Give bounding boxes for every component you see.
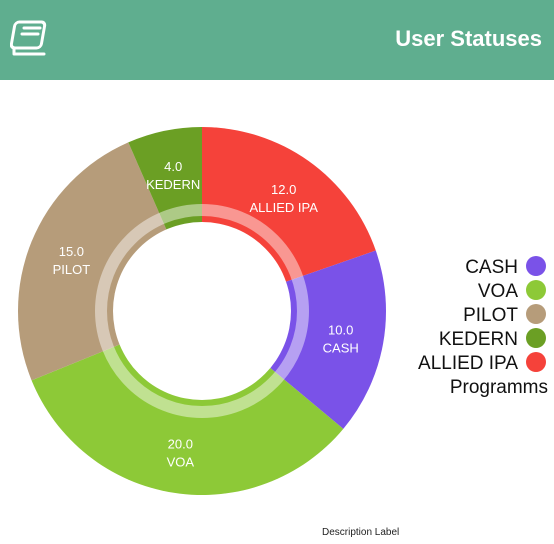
legend-label: CASH [465, 257, 518, 278]
chart-legend: CASH VOA PILOT KEDERN ALLIED IPA Programms [418, 256, 548, 398]
slice-name-label: VOA [167, 454, 195, 469]
legend-label: VOA [478, 281, 518, 302]
legend-label: PILOT [463, 305, 518, 326]
donut-chart[interactable]: 12.0 ALLIED IPA 10.0 CASH 20.0 VOA 15.0 PILOT 4.… [0, 80, 554, 544]
slice-name-label: ALLIED IPA [249, 200, 318, 215]
slice-value-label: 20.0 [168, 436, 193, 451]
legend-swatch [526, 328, 546, 348]
inner-ring [95, 204, 309, 418]
book-icon[interactable] [10, 18, 54, 58]
slice-labels: 12.0 ALLIED IPA 10.0 CASH 20.0 VOA 15.0 PILOT 4.… [53, 159, 359, 469]
donut-hole [113, 222, 291, 400]
description-label: Description Label [322, 527, 400, 538]
slice-value-label: 4.0 [164, 159, 182, 174]
slice-name-label: PILOT [53, 262, 91, 277]
legend-swatch [526, 256, 546, 276]
page-title: User Statuses [395, 26, 542, 51]
legend-title: Programms [450, 377, 548, 398]
slice-value-label: 12.0 [271, 182, 296, 197]
slice-name-label: KEDERN [146, 177, 200, 192]
legend-label: ALLIED IPA [418, 353, 518, 374]
legend-swatch [526, 280, 546, 300]
app-header: User Statuses [0, 0, 554, 80]
slice-name-label: CASH [323, 340, 359, 355]
slice-value-label: 10.0 [328, 322, 353, 337]
slice-value-label: 15.0 [59, 244, 84, 259]
slice-voa[interactable] [31, 311, 344, 496]
legend-swatch [526, 304, 546, 324]
legend-label: KEDERN [439, 329, 518, 350]
legend-swatch [526, 352, 546, 372]
